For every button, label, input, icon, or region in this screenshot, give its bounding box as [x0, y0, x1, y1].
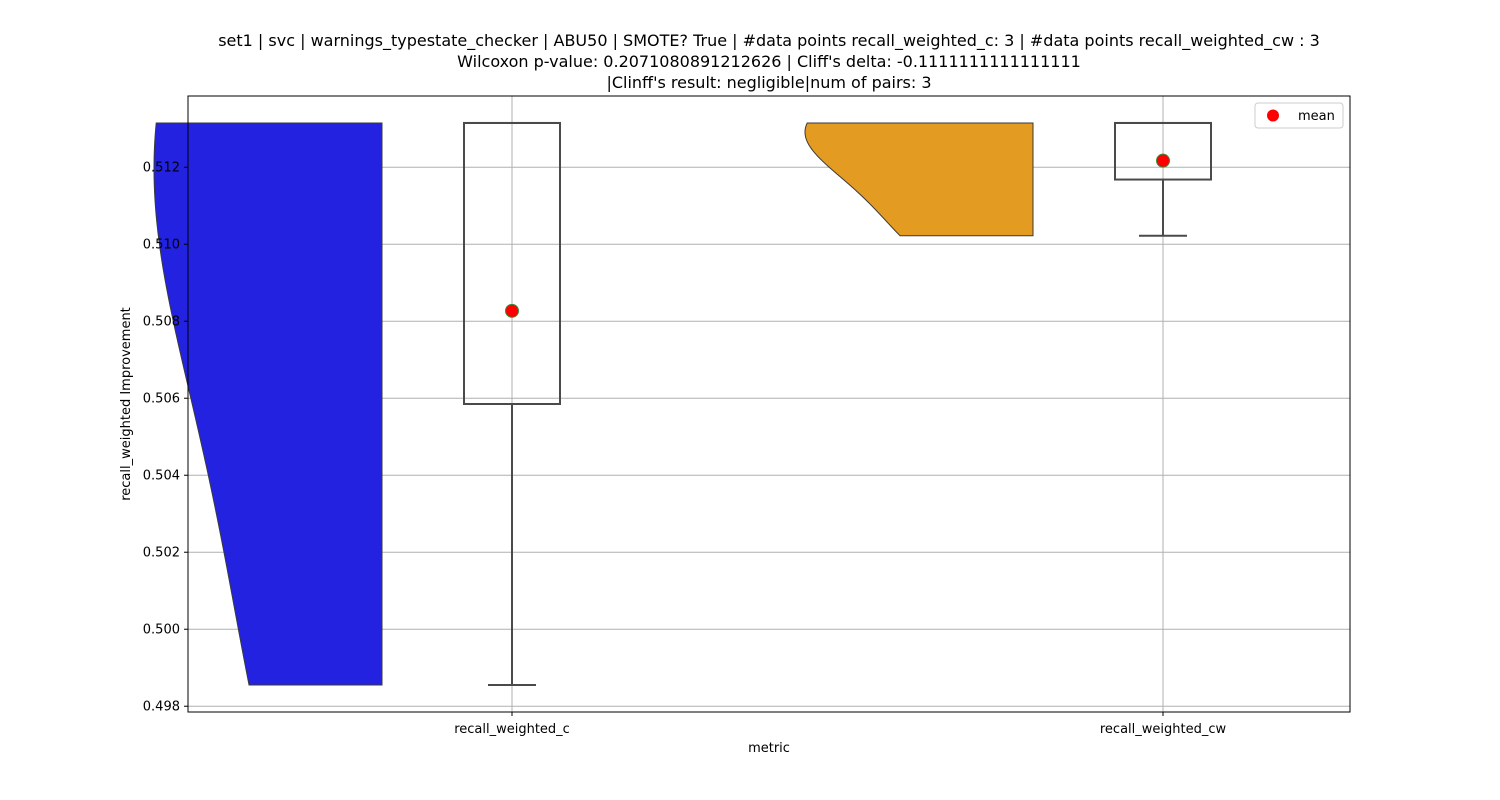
mean-marker-recall_weighted_cw [1156, 153, 1170, 168]
legend-box [1254, 102, 1344, 129]
y-tick-label: 0.508 [143, 315, 180, 330]
y-tick-label: 0.506 [143, 392, 180, 407]
x-axis: recall_weighted_c recall_weighted_cw [454, 712, 1226, 737]
chart-title: set1 | svc | warnings_typestate_checker … [218, 31, 1320, 92]
plot-frame [187, 95, 1351, 713]
y-tick-label: 0.500 [143, 623, 180, 638]
title-line-2: Wilcoxon p-value: 0.2071080891212626 | C… [457, 52, 1081, 71]
legend: mean [1254, 102, 1344, 129]
y-axis: 0.498 0.500 0.502 0.504 0.506 0.508 0.510 0.512 [143, 161, 188, 715]
y-tick-label: 0.504 [143, 469, 180, 484]
series-group-recall_weighted_cw [804, 121, 1212, 237]
violin-recall_weighted_cw [804, 122, 1034, 237]
legend-mean-label: mean [1298, 109, 1335, 124]
y-axis-label: recall_weighted Improvement [119, 307, 134, 501]
y-tick-label: 0.510 [143, 238, 180, 253]
legend-mean-marker [1267, 109, 1279, 122]
y-tick-label: 0.498 [143, 700, 180, 715]
x-tick-label: recall_weighted_c [454, 722, 570, 737]
title-line-1: set1 | svc | warnings_typestate_checker … [218, 31, 1320, 51]
plot-marks [153, 121, 1212, 687]
y-tick-label: 0.502 [143, 546, 180, 561]
y-tick-label: 0.512 [143, 161, 180, 176]
x-tick-label: recall_weighted_cw [1100, 722, 1227, 737]
title-line-3: |Clinff's result: negligible|num of pair… [606, 73, 931, 92]
series-group-recall_weighted_c [153, 121, 561, 687]
violin-recall_weighted_c [153, 122, 383, 686]
x-axis-label: metric [748, 741, 790, 756]
mean-marker-recall_weighted_c [505, 303, 519, 318]
